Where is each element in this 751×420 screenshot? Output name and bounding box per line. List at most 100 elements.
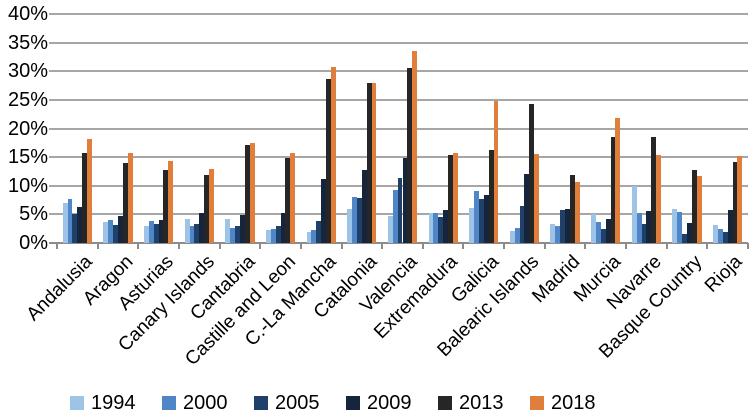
legend-label: 2013 — [459, 392, 504, 414]
bar-2005 — [316, 221, 322, 243]
bar-2009 — [605, 218, 611, 243]
bar-2005 — [275, 226, 281, 243]
bar-2009 — [239, 214, 245, 243]
y-axis-tick-label: 20% — [7, 117, 48, 140]
bar-2005 — [356, 198, 362, 243]
bar-2000 — [189, 225, 195, 243]
bar-2009 — [321, 179, 327, 243]
bar-2000 — [311, 230, 317, 243]
x-axis-tick — [381, 243, 384, 249]
bar-1994 — [428, 213, 434, 243]
bar-2000 — [270, 229, 276, 243]
x-axis-tick — [56, 243, 58, 249]
x-axis-tick — [665, 243, 668, 249]
bar-2000 — [148, 221, 154, 243]
bar-2009 — [565, 209, 570, 243]
bar-2018 — [87, 139, 92, 243]
x-axis-tick — [584, 243, 587, 249]
bar-2005 — [478, 198, 484, 243]
bar-2018 — [534, 154, 540, 243]
bar-1994 — [550, 224, 556, 243]
legend-label: 2005 — [275, 392, 320, 414]
bar-1994 — [387, 216, 393, 243]
legend-item-2005: 2005 — [254, 392, 346, 414]
legend-label: 1994 — [91, 392, 136, 414]
x-axis-tick — [421, 243, 424, 249]
bar-2005 — [722, 231, 728, 243]
y-axis-tick-label: 35% — [7, 31, 48, 54]
bar-2013 — [569, 175, 575, 243]
bar-2018 — [168, 160, 174, 243]
bar-2009 — [77, 206, 83, 243]
gridline — [49, 98, 748, 101]
bar-2018 — [656, 154, 661, 243]
legend-item-1994: 1994 — [70, 392, 162, 414]
bar-2000 — [717, 229, 723, 243]
bar-2018 — [696, 176, 702, 243]
bar-1994 — [306, 231, 312, 243]
gridline — [49, 156, 748, 159]
y-axis-tick-label: 5% — [19, 203, 48, 226]
bar-2013 — [488, 149, 494, 243]
y-axis-tick-label: 0% — [19, 232, 48, 254]
bar-2013 — [366, 83, 372, 243]
bar-1994 — [591, 214, 596, 243]
bar-2000 — [636, 213, 642, 243]
bar-2000 — [352, 197, 357, 243]
bar-2013 — [326, 78, 331, 243]
bar-2009 — [280, 213, 286, 243]
bar-2013 — [407, 67, 413, 243]
bar-2005 — [682, 234, 688, 243]
x-axis-tick — [259, 243, 262, 249]
x-axis-tick — [340, 243, 343, 249]
bar-2013 — [82, 152, 88, 243]
bar-2013 — [244, 145, 250, 243]
bar-2000 — [108, 219, 114, 243]
bar-2005 — [235, 226, 240, 243]
bar-2005 — [641, 224, 647, 243]
bar-2018 — [127, 153, 133, 243]
bar-2005 — [600, 229, 606, 243]
bar-2000 — [677, 211, 683, 243]
bar-2013 — [651, 137, 657, 243]
bar-2009 — [646, 210, 652, 243]
bar-1994 — [672, 209, 678, 243]
y-axis-tick-label: 10% — [7, 174, 48, 197]
bar-2000 — [595, 222, 601, 243]
bar-2013 — [448, 154, 453, 243]
bar-2005 — [153, 224, 159, 243]
x-axis-tick — [96, 243, 99, 249]
bar-2009 — [727, 209, 733, 243]
bar-1994 — [265, 229, 271, 243]
bar-2018 — [249, 143, 255, 243]
legend-item-2000: 2000 — [162, 392, 254, 414]
bar-2005 — [438, 217, 444, 243]
bar-2013 — [691, 169, 697, 243]
bar-2000 — [555, 225, 561, 243]
bar-2018 — [452, 153, 458, 243]
bar-2018 — [574, 182, 580, 243]
bar-2005 — [194, 224, 200, 243]
bar-1994 — [143, 225, 149, 243]
legend-swatch-2009 — [346, 396, 360, 410]
bar-2009 — [687, 222, 692, 243]
bar-1994 — [509, 230, 515, 243]
legend-label: 2000 — [183, 392, 228, 414]
bar-2018 — [290, 152, 296, 243]
x-axis-tick — [137, 243, 140, 249]
bar-2013 — [285, 157, 291, 243]
legend-swatch-2013 — [438, 396, 452, 410]
legend-swatch-1994 — [70, 396, 84, 410]
bar-2000 — [433, 212, 439, 243]
bar-1994 — [469, 207, 475, 243]
bar-2018 — [371, 82, 377, 243]
bar-2009 — [361, 169, 367, 243]
x-axis-tick — [462, 243, 465, 249]
bar-2009 — [443, 209, 449, 243]
legend-item-2013: 2013 — [438, 392, 530, 414]
bar-2013 — [732, 162, 738, 243]
gridline — [49, 13, 748, 15]
bar-1994 — [713, 224, 718, 243]
x-axis-tick — [543, 243, 546, 249]
